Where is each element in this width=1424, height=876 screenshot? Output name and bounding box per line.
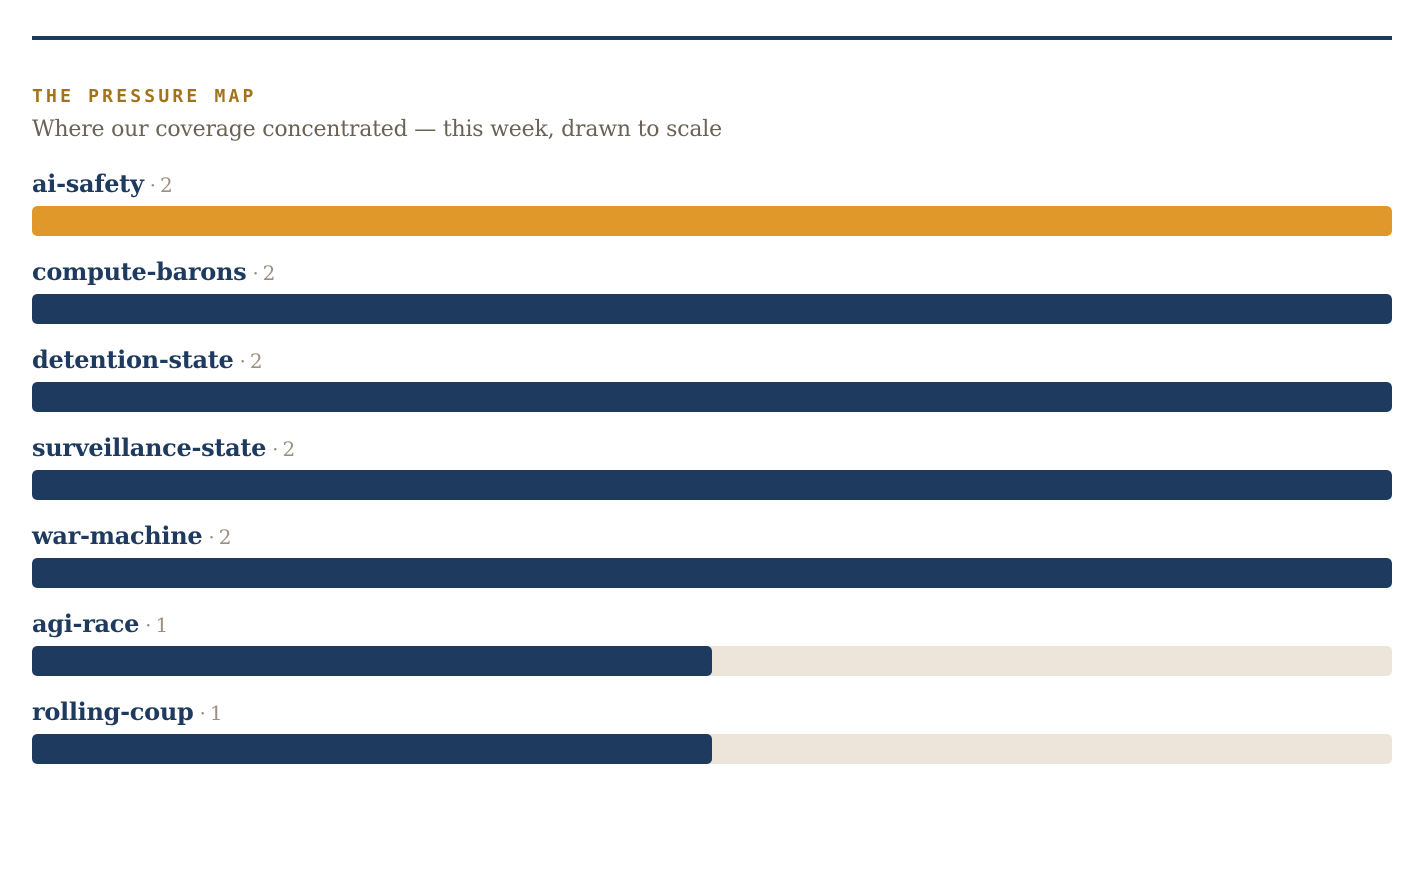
bar-row-war-machine: war-machine · 2 — [32, 520, 1392, 608]
pressure-map-panel: THE PRESSURE MAP Where our coverage conc… — [32, 36, 1392, 784]
bar-row-agi-race: agi-race · 1 — [32, 608, 1392, 696]
category-label: detention-state — [32, 345, 234, 374]
data-label-count: 2 — [262, 261, 276, 285]
data-label-count: 1 — [209, 701, 223, 725]
top-rule — [32, 36, 1392, 40]
bar-agi-race — [32, 646, 712, 676]
data-label-count: 1 — [155, 613, 169, 637]
bar-row-ai-safety: ai-safety · 2 — [32, 168, 1392, 256]
bar-label-row: ai-safety · 2 — [32, 168, 1392, 200]
data-label-count: 2 — [159, 173, 173, 197]
bar-track — [32, 734, 1392, 764]
chart-subtitle: Where our coverage concentrated — this w… — [32, 117, 722, 142]
bar-track — [32, 470, 1392, 500]
bar-row-surveillance-state: surveillance-state · 2 — [32, 432, 1392, 520]
label-separator: · — [208, 525, 215, 549]
bar-row-rolling-coup: rolling-coup · 1 — [32, 696, 1392, 784]
bar-surveillance-state — [32, 470, 1392, 500]
chart-kicker-title: THE PRESSURE MAP — [32, 86, 257, 107]
bar-track — [32, 382, 1392, 412]
data-label-count: 2 — [218, 525, 232, 549]
bar-ai-safety — [32, 206, 1392, 236]
bar-label-row: surveillance-state · 2 — [32, 432, 1392, 464]
bar-label-row: compute-barons · 2 — [32, 256, 1392, 288]
label-separator: · — [149, 173, 156, 197]
category-label: war-machine — [32, 521, 203, 550]
bar-compute-barons — [32, 294, 1392, 324]
data-label-count: 2 — [282, 437, 296, 461]
bar-rolling-coup — [32, 734, 712, 764]
category-label: rolling-coup — [32, 697, 194, 726]
bar-track — [32, 294, 1392, 324]
bar-label-row: rolling-coup · 1 — [32, 696, 1392, 728]
category-label: surveillance-state — [32, 433, 267, 462]
category-label: agi-race — [32, 609, 140, 638]
category-label: ai-safety — [32, 169, 144, 198]
bar-track — [32, 558, 1392, 588]
category-label: compute-barons — [32, 257, 247, 286]
label-separator: · — [199, 701, 206, 725]
label-separator: · — [145, 613, 152, 637]
bar-label-row: agi-race · 1 — [32, 608, 1392, 640]
bar-label-row: war-machine · 2 — [32, 520, 1392, 552]
data-label-count: 2 — [249, 349, 263, 373]
label-separator: · — [239, 349, 246, 373]
bar-track — [32, 646, 1392, 676]
bar-rows: ai-safety · 2 compute-barons · 2 detention-sta… — [32, 168, 1392, 784]
bar-war-machine — [32, 558, 1392, 588]
bar-row-compute-barons: compute-barons · 2 — [32, 256, 1392, 344]
bar-track — [32, 206, 1392, 236]
label-separator: · — [272, 437, 279, 461]
bar-row-detention-state: detention-state · 2 — [32, 344, 1392, 432]
bar-detention-state — [32, 382, 1392, 412]
bar-label-row: detention-state · 2 — [32, 344, 1392, 376]
label-separator: · — [252, 261, 259, 285]
